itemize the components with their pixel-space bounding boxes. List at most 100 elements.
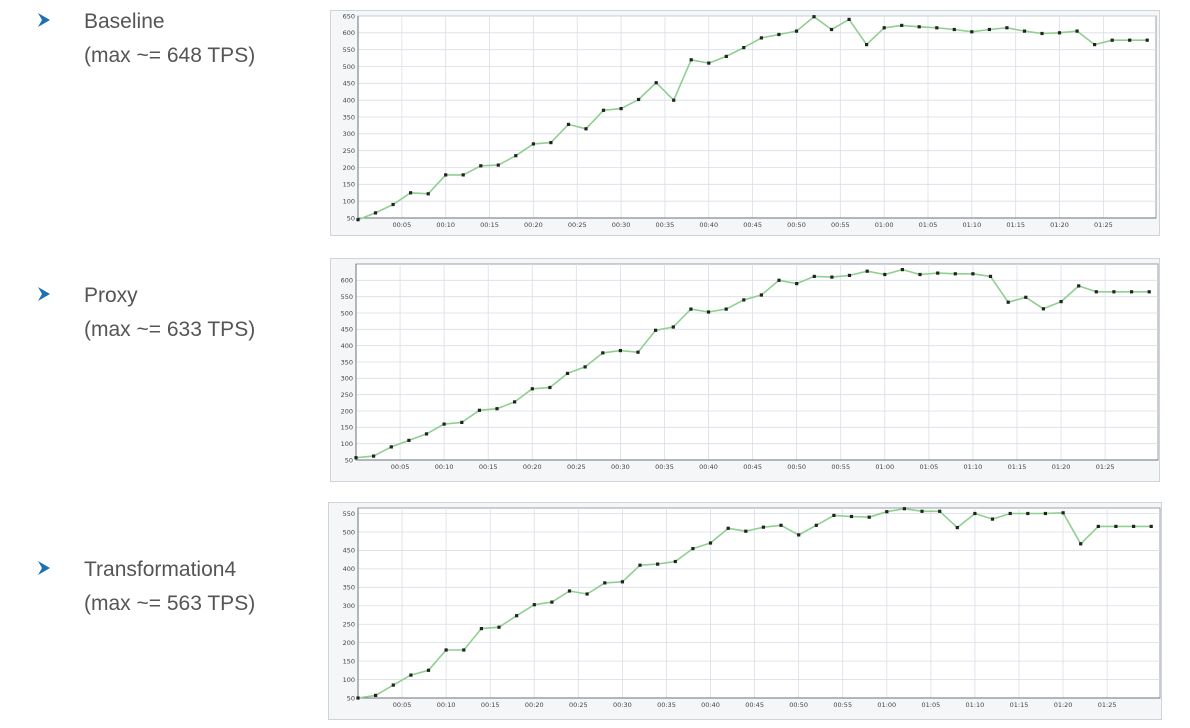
y-tick-label: 200 (343, 164, 355, 172)
data-point (638, 563, 642, 567)
data-point (971, 272, 975, 276)
x-tick-label: 01:10 (962, 221, 981, 229)
data-point (918, 272, 922, 277)
x-tick-label: 00:25 (568, 221, 587, 229)
data-point (952, 27, 956, 32)
data-point (620, 580, 624, 584)
x-tick-label: 00:55 (831, 221, 850, 229)
y-tick-label: 100 (343, 676, 355, 684)
x-tick-label: 01:00 (875, 221, 894, 229)
y-tick-label: 600 (341, 277, 353, 285)
data-point (955, 526, 959, 530)
y-tick-label: 400 (343, 565, 355, 573)
bullet-max-tps: (max ~= 563 TPS) (84, 592, 256, 615)
data-point (462, 648, 466, 652)
data-point (1096, 524, 1100, 528)
arrow-bullet-icon (38, 13, 50, 27)
x-tick-label: 01:20 (1054, 701, 1073, 709)
data-point (779, 523, 783, 527)
x-tick-label: 00:20 (524, 221, 543, 229)
data-point (391, 683, 395, 687)
data-point (654, 81, 658, 85)
x-tick-label: 00:35 (657, 701, 676, 709)
x-tick-label: 01:25 (1094, 221, 1113, 229)
data-point (618, 349, 622, 353)
data-point (496, 163, 500, 167)
data-point (938, 509, 942, 513)
x-tick-label: 00:15 (480, 221, 499, 229)
data-point (920, 509, 924, 513)
y-tick-label: 250 (341, 391, 353, 399)
data-point (530, 387, 534, 391)
y-tick-label: 500 (343, 528, 355, 536)
x-tick-label: 00:10 (435, 463, 454, 471)
data-point (409, 191, 413, 195)
x-tick-label: 00:45 (743, 463, 762, 471)
x-tick-label: 00:40 (699, 221, 718, 229)
data-point (391, 202, 395, 207)
data-point (1077, 284, 1081, 288)
data-point (549, 141, 553, 145)
x-tick-label: 00:05 (392, 221, 411, 229)
data-point (744, 529, 748, 533)
x-tick-label: 01:15 (1010, 701, 1029, 709)
y-tick-label: 300 (343, 602, 355, 610)
data-point (1040, 31, 1044, 36)
x-tick-label: 00:50 (787, 463, 806, 471)
y-tick-label: 100 (343, 197, 355, 205)
x-tick-label: 01:15 (1008, 463, 1027, 471)
data-point (1147, 290, 1151, 294)
data-point (970, 30, 974, 34)
data-point (865, 269, 869, 273)
data-point (812, 15, 816, 19)
data-point (479, 164, 483, 168)
data-point (479, 627, 483, 631)
x-tick-label: 01:05 (921, 701, 940, 709)
data-point (442, 422, 446, 426)
x-tick-label: 00:05 (391, 463, 410, 471)
x-tick-label: 00:15 (479, 463, 498, 471)
data-point (1022, 29, 1027, 33)
x-tick-label: 00:20 (523, 463, 542, 471)
y-tick-label: 500 (343, 63, 355, 71)
data-point (1024, 295, 1028, 299)
data-point (708, 541, 713, 545)
data-point (988, 274, 993, 278)
data-point (1079, 542, 1083, 546)
data-point (426, 668, 431, 672)
data-point (1114, 524, 1118, 528)
data-point (777, 278, 781, 282)
data-point (724, 54, 728, 58)
data-point (550, 600, 554, 604)
x-tick-label: 01:25 (1096, 463, 1115, 471)
x-tick-label: 01:20 (1052, 463, 1071, 471)
y-tick-label: 650 (343, 12, 355, 20)
data-point (742, 298, 746, 302)
data-point (759, 293, 763, 297)
bullet-max-tps: (max ~= 648 TPS) (84, 44, 256, 67)
data-point (1006, 300, 1010, 304)
y-tick-label: 550 (341, 293, 353, 301)
data-point (847, 273, 852, 277)
proxy-tps-chart: 50 100 150 200 250 300 350 400 450 500 550 600 00:05… (330, 258, 1160, 482)
data-point (513, 400, 517, 404)
data-point (426, 192, 430, 196)
data-point (832, 513, 836, 517)
x-tick-label: 00:50 (789, 701, 808, 709)
y-tick-label: 100 (341, 440, 353, 448)
data-point (973, 511, 977, 516)
data-point (495, 407, 499, 411)
data-point (865, 43, 869, 47)
y-tick-label: 550 (343, 46, 355, 54)
y-tick-label: 200 (341, 407, 353, 415)
data-point (532, 603, 536, 607)
data-point (373, 211, 378, 215)
data-point (672, 98, 676, 102)
data-point (1005, 26, 1009, 30)
y-tick-label: 450 (343, 547, 355, 555)
x-tick-label: 01:05 (919, 221, 938, 229)
data-point (356, 218, 360, 222)
data-point (935, 26, 939, 30)
data-point (1112, 290, 1116, 294)
x-tick-label: 00:55 (831, 463, 850, 471)
